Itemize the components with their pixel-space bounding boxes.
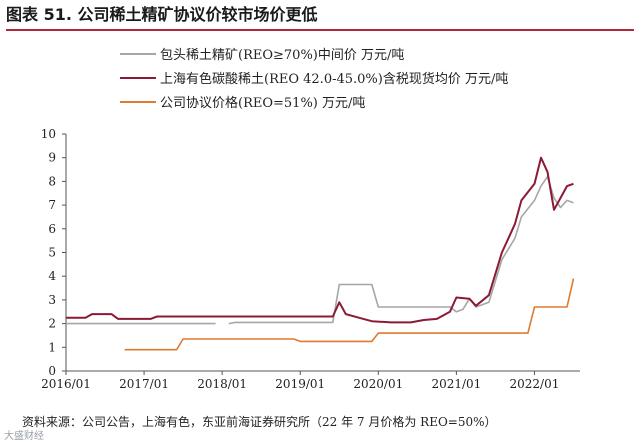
legend-label-shanghai: 上海有色碳酸稀土(REO 42.0-45.0%)含税现货均价 万元/吨: [160, 72, 509, 87]
y-tick-label: 6: [48, 222, 56, 236]
x-tick-label: 2019/01: [275, 377, 325, 391]
y-tick-label: 1: [48, 340, 56, 354]
legend-item-baotou: 包头稀土精矿(REO≥70%)中间价 万元/吨: [120, 42, 540, 66]
legend-item-agreement: 公司协议价格(REO=51%) 万元/吨: [120, 90, 540, 114]
y-tick-label: 5: [48, 246, 56, 260]
legend-swatch-orange: [120, 101, 156, 103]
x-tick-label: 2022/01: [510, 377, 560, 391]
y-tick-label: 0: [48, 364, 56, 378]
y-tick-label: 8: [48, 174, 56, 188]
x-tick-label: 2016/01: [41, 377, 91, 391]
page-title: 图表 51. 公司稀土精矿协议价较市场价更低: [6, 3, 634, 31]
source-note: 资料来源：公司公告，上海有色，东亚前海证券研究所（22 年 7 月价格为 REO…: [22, 415, 497, 429]
y-tick-label: 3: [48, 293, 56, 307]
legend-swatch-darkred: [120, 77, 156, 79]
legend-label-baotou: 包头稀土精矿(REO≥70%)中间价 万元/吨: [160, 48, 405, 63]
chart-legend: 包头稀土精矿(REO≥70%)中间价 万元/吨 上海有色碳酸稀土(REO 42.…: [120, 42, 540, 114]
legend-label-agreement: 公司协议价格(REO=51%) 万元/吨: [160, 96, 366, 111]
y-tick-label: 9: [48, 151, 56, 165]
x-tick-label: 2017/01: [119, 377, 169, 391]
series-line-2-segment-0: [124, 278, 575, 351]
y-tick-label: 7: [48, 198, 56, 212]
legend-swatch-gray: [120, 53, 156, 55]
y-tick-label: 2: [48, 317, 56, 331]
watermark: 大盛财经: [4, 431, 44, 442]
legend-item-shanghai: 上海有色碳酸稀土(REO 42.0-45.0%)含税现货均价 万元/吨: [120, 66, 540, 90]
y-tick-label: 10: [41, 127, 56, 141]
series-line-1-segment-0: [66, 156, 574, 324]
y-tick-label: 4: [48, 269, 56, 283]
x-tick-label: 2018/01: [197, 377, 247, 391]
x-tick-label: 2021/01: [431, 377, 481, 391]
x-tick-label: 2020/01: [353, 377, 403, 391]
